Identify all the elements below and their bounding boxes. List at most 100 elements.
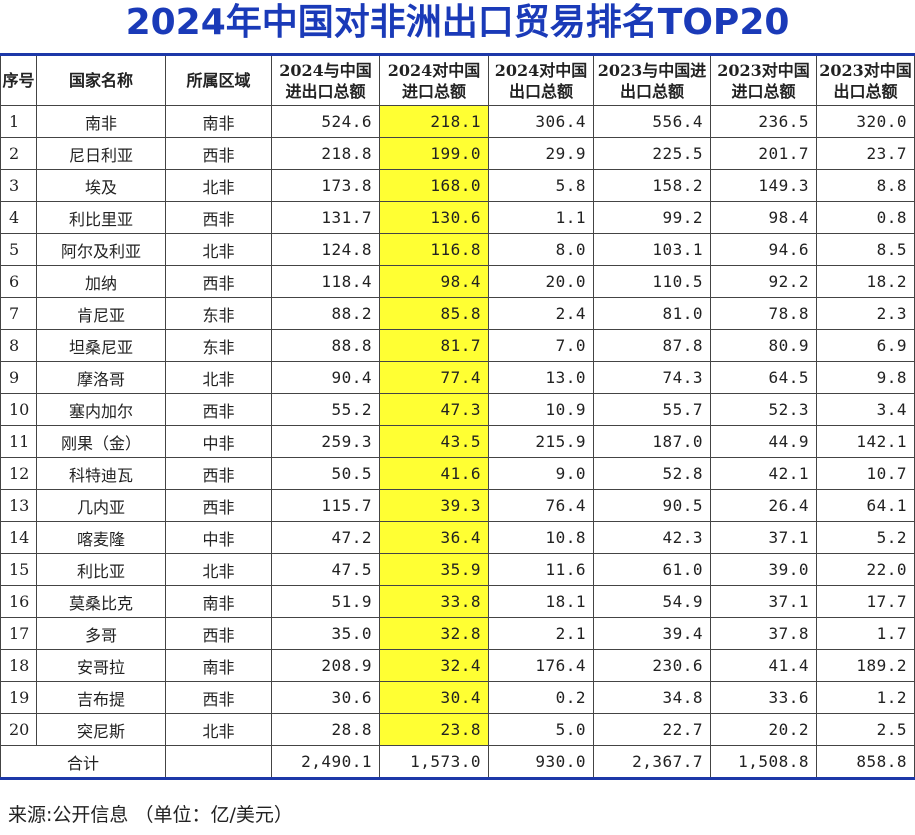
table-row: 8 坦桑尼亚 东非 88.8 81.7 7.0 87.8 80.9 6.9 (0, 329, 915, 362)
cell-region: 西非 (165, 489, 272, 522)
table-row: 17 多哥 西非 35.0 32.8 2.1 39.4 37.8 1.7 (0, 617, 915, 650)
header-region: 所属区域 (165, 54, 272, 106)
trade-table-container: 序号 国家名称 所属区域 2024与中国进出口总额 2024对中国进口总额 20… (0, 53, 915, 780)
cell-2023-export: 22.0 (816, 553, 915, 586)
cell-region: 西非 (165, 393, 272, 426)
cell-2024-total: 118.4 (271, 265, 380, 298)
cell-2023-export: 10.7 (816, 457, 915, 490)
total-label: 合计 (0, 745, 166, 779)
cell-2023-total: 99.2 (593, 201, 711, 234)
cell-2023-import: 37.1 (710, 585, 817, 618)
cell-2023-export: 0.8 (816, 201, 915, 234)
cell-country: 多哥 (36, 617, 166, 650)
cell-country: 肯尼亚 (36, 297, 166, 330)
cell-2024-export: 13.0 (488, 361, 594, 394)
cell-2024-total: 218.8 (271, 137, 380, 170)
cell-2023-total: 187.0 (593, 425, 711, 458)
cell-country: 几内亚 (36, 489, 166, 522)
cell-region: 西非 (165, 681, 272, 714)
cell-2023-import: 26.4 (710, 489, 817, 522)
header-country: 国家名称 (36, 54, 166, 106)
cell-2024-export: 8.0 (488, 233, 594, 266)
cell-region: 北非 (165, 553, 272, 586)
table-row: 5 阿尔及利亚 北非 124.8 116.8 8.0 103.1 94.6 8.5 (0, 233, 915, 266)
cell-2023-export: 64.1 (816, 489, 915, 522)
cell-2023-export: 3.4 (816, 393, 915, 426)
cell-2024-total: 90.4 (271, 361, 380, 394)
table-header-row: 序号 国家名称 所属区域 2024与中国进出口总额 2024对中国进口总额 20… (0, 54, 915, 106)
cell-rank: 13 (0, 489, 37, 522)
cell-2024-export: 29.9 (488, 137, 594, 170)
cell-2024-import: 47.3 (379, 393, 489, 426)
cell-2023-export: 189.2 (816, 649, 915, 682)
cell-region: 西非 (165, 201, 272, 234)
cell-2023-export: 2.5 (816, 713, 915, 746)
trade-ranking-table: 序号 国家名称 所属区域 2024与中国进出口总额 2024对中国进口总额 20… (0, 53, 915, 780)
cell-2024-import: 39.3 (379, 489, 489, 522)
cell-2023-total: 74.3 (593, 361, 711, 394)
cell-2024-import: 30.4 (379, 681, 489, 714)
cell-2024-total: 47.5 (271, 553, 380, 586)
cell-2023-total: 110.5 (593, 265, 711, 298)
cell-rank: 20 (0, 713, 37, 746)
cell-rank: 16 (0, 585, 37, 618)
cell-2023-import: 44.9 (710, 425, 817, 458)
cell-2023-total: 158.2 (593, 169, 711, 202)
cell-2023-export: 8.5 (816, 233, 915, 266)
table-row: 9 摩洛哥 北非 90.4 77.4 13.0 74.3 64.5 9.8 (0, 361, 915, 394)
cell-country: 安哥拉 (36, 649, 166, 682)
cell-2023-total: 54.9 (593, 585, 711, 618)
table-row: 4 利比里亚 西非 131.7 130.6 1.1 99.2 98.4 0.8 (0, 201, 915, 234)
table-row: 3 埃及 北非 173.8 168.0 5.8 158.2 149.3 8.8 (0, 169, 915, 202)
table-row: 6 加纳 西非 118.4 98.4 20.0 110.5 92.2 18.2 (0, 265, 915, 298)
cell-2024-export: 11.6 (488, 553, 594, 586)
table-row: 16 莫桑比克 南非 51.9 33.8 18.1 54.9 37.1 17.7 (0, 585, 915, 618)
cell-2024-total: 50.5 (271, 457, 380, 490)
cell-2023-import: 20.2 (710, 713, 817, 746)
cell-2024-import: 130.6 (379, 201, 489, 234)
cell-2024-total: 28.8 (271, 713, 380, 746)
table-row: 20 突尼斯 北非 28.8 23.8 5.0 22.7 20.2 2.5 (0, 713, 915, 746)
cell-2023-total: 55.7 (593, 393, 711, 426)
cell-2024-export: 176.4 (488, 649, 594, 682)
cell-2023-import: 80.9 (710, 329, 817, 362)
cell-2024-export: 76.4 (488, 489, 594, 522)
cell-2023-import: 37.8 (710, 617, 817, 650)
cell-2023-export: 6.9 (816, 329, 915, 362)
cell-2023-import: 42.1 (710, 457, 817, 490)
cell-2024-total: 35.0 (271, 617, 380, 650)
cell-2024-import: 23.8 (379, 713, 489, 746)
table-row: 1 南非 南非 524.6 218.1 306.4 556.4 236.5 320.0 (0, 105, 915, 138)
cell-2024-export: 306.4 (488, 105, 594, 138)
total-2023-export: 858.8 (816, 745, 915, 779)
cell-2024-export: 10.9 (488, 393, 594, 426)
cell-2024-total: 124.8 (271, 233, 380, 266)
cell-2023-export: 18.2 (816, 265, 915, 298)
cell-rank: 11 (0, 425, 37, 458)
cell-rank: 1 (0, 105, 37, 138)
cell-2023-total: 225.5 (593, 137, 711, 170)
cell-2023-export: 9.8 (816, 361, 915, 394)
cell-country: 摩洛哥 (36, 361, 166, 394)
cell-rank: 6 (0, 265, 37, 298)
cell-region: 西非 (165, 457, 272, 490)
table-row: 13 几内亚 西非 115.7 39.3 76.4 90.5 26.4 64.1 (0, 489, 915, 522)
cell-2023-import: 64.5 (710, 361, 817, 394)
cell-2024-export: 7.0 (488, 329, 594, 362)
cell-2024-total: 208.9 (271, 649, 380, 682)
cell-rank: 15 (0, 553, 37, 586)
cell-2024-export: 20.0 (488, 265, 594, 298)
cell-country: 加纳 (36, 265, 166, 298)
cell-2024-total: 131.7 (271, 201, 380, 234)
cell-2024-export: 215.9 (488, 425, 594, 458)
cell-2024-export: 0.2 (488, 681, 594, 714)
total-empty-cell (165, 745, 272, 779)
cell-2024-total: 51.9 (271, 585, 380, 618)
cell-2023-export: 1.2 (816, 681, 915, 714)
header-2024-export: 2024对中国出口总额 (488, 54, 594, 106)
cell-2023-import: 37.1 (710, 521, 817, 554)
cell-2024-import: 32.8 (379, 617, 489, 650)
cell-region: 北非 (165, 233, 272, 266)
cell-rank: 4 (0, 201, 37, 234)
cell-2024-import: 85.8 (379, 297, 489, 330)
